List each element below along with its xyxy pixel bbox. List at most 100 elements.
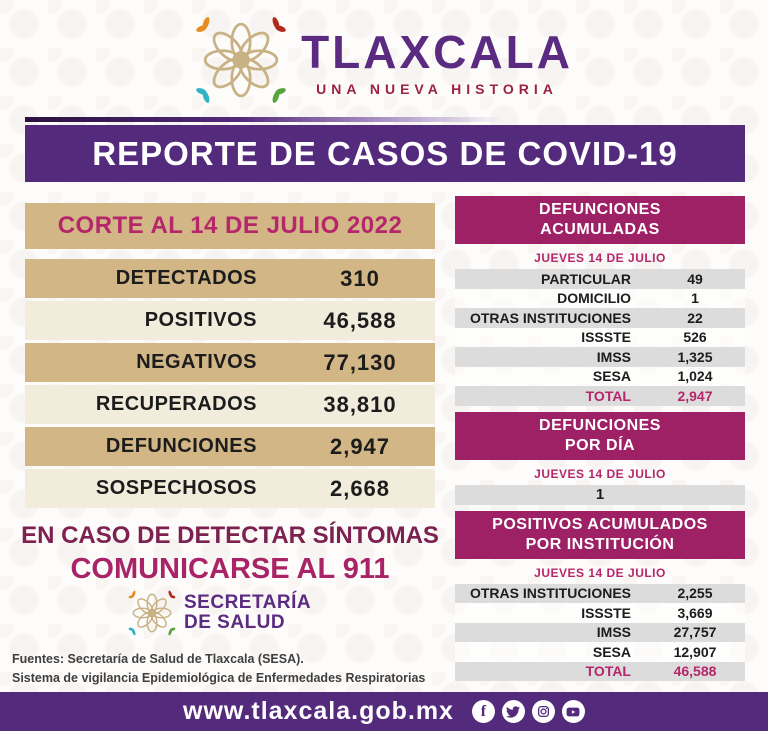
row-label: IMSS [596, 624, 631, 641]
youtube-icon[interactable] [561, 700, 585, 723]
secretaria-line1: SECRETARÍA [184, 592, 312, 614]
table-row: DOMICILIO 1 [455, 288, 745, 308]
table-row-total: TOTAL 2,947 [455, 386, 745, 406]
table-row: SESA 12,907 [455, 642, 745, 662]
stat-value: 2,947 [329, 433, 391, 459]
stat-label: DETECTADOS [115, 267, 257, 289]
row-label: ISSSTE [581, 604, 631, 621]
row-value: 1 [691, 290, 699, 307]
date-label: JUEVES 14 DE JULIO [534, 565, 666, 580]
website-link[interactable]: www.tlaxcala.gob.mx [183, 697, 454, 725]
notice-line2: COMUNICARSE AL 911 [70, 553, 390, 585]
date-label: JUEVES 14 DE JULIO [534, 251, 666, 265]
secretaria-flower-icon [128, 589, 176, 637]
row-value: 27,757 [673, 624, 717, 641]
secretaria-salud-logo: SECRETARÍA DE SALUD [128, 589, 311, 637]
right-stats-panel: DEFUNCIONES ACUMULADAS JUEVES 14 DE JULI… [455, 196, 745, 681]
row-value: 2,947 [677, 387, 713, 404]
table-row: NEGATIVOS 77,130 [25, 343, 435, 382]
tlaxcala-flower-icon [195, 14, 288, 106]
row-label: ISSSTE [581, 329, 631, 346]
page-title: REPORTE DE CASOS DE COVID-19 [92, 134, 678, 172]
table-row-total: TOTAL 46,588 [455, 661, 745, 681]
stat-label: SOSPECHOSOS [95, 477, 257, 499]
sources-line1: Fuentes: Secretaría de Salud de Tlaxcala… [12, 652, 304, 666]
positives-by-institution-table: OTRAS INSTITUCIONES 2,255 ISSSTE 3,669 I… [455, 583, 745, 681]
row-label: SESA [592, 368, 631, 385]
stat-label: RECUPERADOS [95, 393, 257, 415]
banner-line1: POSITIVOS ACUMULADOS [492, 515, 708, 533]
stat-value: 77,130 [323, 349, 397, 375]
table-row: DEFUNCIONES 2,947 [25, 427, 435, 466]
date-label: JUEVES 14 DE JULIO [534, 466, 666, 481]
stats-table: DETECTADOS 310 POSITIVOS 46,588 NEGATIVO… [25, 259, 435, 508]
row-label: SESA [592, 643, 631, 660]
row-value: 1,325 [677, 348, 713, 365]
row-label: TOTAL [585, 387, 631, 404]
stat-value: 38,810 [323, 391, 397, 417]
banner-line2: POR INSTITUCIÓN [525, 535, 675, 553]
brand-text: TLAXCALA UNA NUEVA HISTORIA [301, 23, 573, 97]
footer-bar: www.tlaxcala.gob.mx f [0, 692, 768, 731]
title-banner: REPORTE DE CASOS DE COVID-19 [25, 125, 745, 182]
row-label: OTRAS INSTITUCIONES [469, 309, 631, 326]
deaths-per-day-banner: DEFUNCIONES POR DÍA [455, 411, 745, 460]
row-value: 46,588 [673, 663, 717, 680]
table-row: ISSSTE 3,669 [455, 603, 745, 623]
table-row: RECUPERADOS 38,810 [25, 385, 435, 424]
cutoff-date-band: CORTE AL 14 DE JULIO 2022 [25, 203, 435, 249]
social-icons: f [471, 700, 585, 723]
table-row: IMSS 27,757 [455, 622, 745, 642]
brand-header: TLAXCALA UNA NUEVA HISTORIA [0, 14, 768, 106]
table-row: DETECTADOS 310 [25, 259, 435, 298]
stat-value: 310 [340, 265, 380, 291]
stat-value: 2,668 [329, 475, 391, 501]
row-value: 526 [683, 329, 707, 346]
stat-value: 46,588 [323, 307, 397, 333]
row-label: IMSS [596, 348, 631, 365]
row-value: 2,255 [677, 585, 713, 602]
stat-label: DEFUNCIONES [105, 435, 257, 457]
table-row: ISSSTE 526 [455, 327, 745, 347]
banner-line1: DEFUNCIONES [539, 416, 661, 434]
row-label: TOTAL [585, 663, 631, 680]
row-label: PARTICULAR [541, 270, 631, 287]
left-stats-panel: CORTE AL 14 DE JULIO 2022 DETECTADOS 310… [25, 203, 435, 511]
symptom-notice: EN CASO DE DETECTAR SÍNTOMAS COMUNICARSE… [5, 522, 455, 586]
positives-by-institution-banner: POSITIVOS ACUMULADOS POR INSTITUCIÓN [455, 510, 745, 559]
row-value: 49 [687, 270, 703, 287]
notice-line1: EN CASO DE DETECTAR SÍNTOMAS [21, 522, 439, 549]
row-value: 1,024 [677, 368, 713, 385]
banner-line2: POR DÍA [564, 436, 636, 454]
stat-label: POSITIVOS [144, 309, 257, 331]
twitter-icon[interactable] [501, 700, 525, 723]
banner-line2: ACUMULADAS [540, 221, 660, 238]
table-row: POSITIVOS 46,588 [25, 301, 435, 340]
deaths-accumulated-table: PARTICULAR 49 DOMICILIO 1 OTRAS INSTITUC… [455, 269, 745, 406]
brand-tagline: UNA NUEVA HISTORIA [316, 81, 558, 97]
table-row: OTRAS INSTITUCIONES 22 [455, 308, 745, 328]
deaths-accumulated-banner: DEFUNCIONES ACUMULADAS [455, 196, 745, 244]
table-row: OTRAS INSTITUCIONES 2,255 [455, 583, 745, 603]
facebook-icon[interactable]: f [471, 700, 495, 723]
deaths-per-day-value: 1 [455, 484, 745, 505]
row-label: DOMICILIO [557, 290, 631, 307]
secretaria-salud-label: SECRETARÍA DE SALUD [184, 593, 311, 633]
table-row: IMSS 1,325 [455, 347, 745, 367]
header-divider [25, 117, 503, 122]
stat-label: NEGATIVOS [136, 351, 257, 373]
row-label: OTRAS INSTITUCIONES [469, 585, 631, 602]
cutoff-date-label: CORTE AL 14 DE JULIO 2022 [57, 212, 403, 239]
brand-name: TLAXCALA [301, 26, 573, 78]
row-value: 3,669 [677, 604, 713, 621]
table-row: SESA 1,024 [455, 366, 745, 386]
table-row: SOSPECHOSOS 2,668 [25, 469, 435, 508]
instagram-icon[interactable] [531, 700, 555, 723]
facebook-glyph: f [480, 702, 487, 720]
banner-line1: DEFUNCIONES [539, 201, 661, 218]
row-value: 22 [687, 309, 703, 326]
table-row: PARTICULAR 49 [455, 269, 745, 289]
secretaria-line2: DE SALUD [184, 612, 286, 633]
row-value: 12,907 [673, 643, 717, 660]
